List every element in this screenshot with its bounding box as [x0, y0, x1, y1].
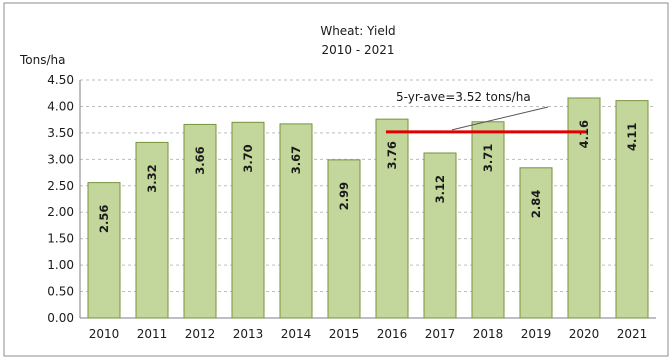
bar-value-label: 2.56 — [97, 205, 111, 233]
x-tick-label: 2012 — [185, 327, 216, 341]
average-line-label: 5-yr-ave=3.52 tons/ha — [396, 90, 531, 104]
x-tick-label: 2014 — [281, 327, 312, 341]
bar-value-label: 3.71 — [481, 144, 495, 172]
x-tick-label: 2011 — [137, 327, 168, 341]
bar-value-label: 4.11 — [625, 123, 639, 151]
bar — [519, 167, 553, 319]
y-tick-label: 0.50 — [47, 285, 74, 299]
bar — [183, 123, 217, 319]
y-tick-label: 2.50 — [47, 179, 74, 193]
average-line-group: 5-yr-ave=3.52 tons/ha — [386, 90, 586, 134]
bar — [615, 100, 649, 319]
chart-title: Wheat: Yield — [320, 24, 395, 38]
bar-value-label: 3.67 — [289, 146, 303, 174]
bar — [231, 121, 265, 319]
y-tick-label: 2.00 — [47, 205, 74, 219]
x-tick-label: 2017 — [425, 327, 456, 341]
x-tick-label: 2018 — [473, 327, 504, 341]
y-tick-labels: 0.00 0.50 1.00 1.50 2.00 2.50 3.00 3.50 4.00 4.50 — [47, 73, 74, 325]
bar — [471, 121, 505, 319]
bar-value-label: 2.99 — [337, 182, 351, 210]
bar — [135, 141, 169, 319]
bar — [423, 152, 457, 319]
y-axis-label: Tons/ha — [19, 53, 66, 67]
x-tick-label: 2016 — [377, 327, 408, 341]
bar-value-label: 2.84 — [529, 190, 543, 218]
y-tick-label: 1.00 — [47, 258, 74, 272]
bar — [87, 182, 121, 319]
x-tick-label: 2015 — [329, 327, 360, 341]
bar — [327, 159, 361, 319]
y-tick-label: 3.50 — [47, 126, 74, 140]
y-tick-label: 4.00 — [47, 99, 74, 113]
y-tick-label: 4.50 — [47, 73, 74, 87]
bar — [279, 123, 313, 319]
x-tick-labels: 2010 2011 2012 2013 2014 2015 2016 2017 2018 2019… — [89, 327, 648, 341]
x-tick-label: 2020 — [569, 327, 600, 341]
y-tick-label: 3.00 — [47, 152, 74, 166]
bar — [567, 97, 601, 319]
bar-value-label: 3.70 — [241, 144, 255, 172]
x-tick-label: 2013 — [233, 327, 264, 341]
bar-value-label: 3.12 — [433, 175, 447, 203]
chart-subtitle: 2010 - 2021 — [321, 43, 394, 57]
bars: 2.56 3.32 3.66 3.70 3.67 2.99 3.76 3.12 3.71 2.84… — [87, 97, 649, 319]
average-label-leader — [451, 106, 549, 131]
bar-value-label: 3.66 — [193, 146, 207, 174]
x-tick-label: 2019 — [521, 327, 552, 341]
x-tick-label: 2010 — [89, 327, 120, 341]
y-tick-label: 0.00 — [47, 311, 74, 325]
bar-value-label: 3.32 — [145, 164, 159, 192]
x-tick-label: 2021 — [617, 327, 648, 341]
y-tick-label: 1.50 — [47, 232, 74, 246]
bar-value-label: 3.76 — [385, 141, 399, 169]
bar-value-label: 4.16 — [577, 120, 591, 148]
bar — [375, 118, 409, 319]
